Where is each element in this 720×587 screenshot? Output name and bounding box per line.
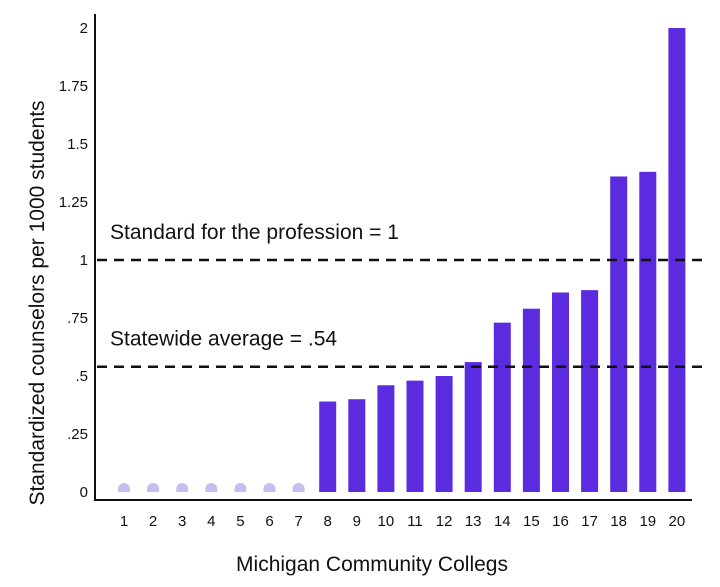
reference-lines: Standard for the profession = 1 Statewide…	[97, 221, 708, 368]
y-tick-label: 2	[80, 20, 88, 37]
bar-zero-marker	[176, 483, 189, 492]
y-axis-ticks: 0 .25 .5 .75 1 1.25 1.5 1.75 2	[59, 20, 88, 501]
bar-zero-marker	[292, 483, 305, 492]
bar-zero-marker	[147, 483, 160, 492]
y-tick-label: .5	[75, 368, 88, 385]
x-tick-label: 4	[207, 513, 215, 530]
reference-line-label: Statewide average = .54	[110, 328, 337, 351]
y-tick-label: 1.25	[59, 194, 88, 211]
x-tick-label: 11	[407, 513, 423, 530]
bar	[522, 308, 540, 492]
y-tick-label: 0	[80, 484, 88, 501]
x-tick-label: 15	[523, 513, 540, 530]
y-axis-title: Standardized counselors per 1000 student…	[26, 100, 49, 505]
bar-zero-marker	[205, 483, 218, 492]
x-tick-label: 9	[353, 513, 361, 530]
y-tick-label: .75	[67, 310, 88, 327]
bar	[610, 176, 628, 493]
x-tick-label: 2	[149, 513, 157, 530]
x-tick-label: 17	[581, 513, 598, 530]
bar	[377, 385, 395, 492]
bar	[464, 362, 482, 492]
bar	[319, 401, 337, 492]
x-axis-title: Michigan Community Collegs	[236, 553, 508, 576]
x-tick-label: 16	[552, 513, 569, 530]
x-axis-ticks: 1 2 3 4 5 6 7 8 9 10 11 12 13 14 15 16 17 18 19 20	[120, 513, 685, 530]
y-tick-label: 1.5	[67, 136, 88, 153]
x-tick-label: 1	[120, 513, 128, 530]
x-tick-label: 19	[639, 513, 656, 530]
bar	[581, 290, 599, 492]
x-tick-label: 6	[265, 513, 273, 530]
x-tick-label: 20	[669, 513, 686, 530]
bar	[552, 292, 569, 492]
bar	[493, 322, 511, 492]
bar	[348, 399, 366, 492]
bar-zero-marker	[263, 483, 276, 492]
x-tick-label: 10	[378, 513, 395, 530]
x-tick-label: 14	[494, 513, 511, 530]
x-tick-label: 3	[178, 513, 186, 530]
bar	[406, 380, 424, 492]
bar	[639, 171, 657, 492]
reference-line-label: Standard for the profession = 1	[110, 221, 399, 244]
x-tick-label: 7	[294, 513, 302, 530]
x-tick-label: 18	[610, 513, 627, 530]
bar-zero-marker	[234, 483, 247, 492]
y-tick-label: 1	[80, 252, 88, 269]
bar-zero-marker	[118, 483, 130, 492]
x-tick-label: 8	[324, 513, 332, 530]
bars	[118, 28, 686, 493]
x-tick-label: 13	[465, 513, 482, 530]
x-tick-label: 5	[236, 513, 244, 530]
y-tick-label: 1.75	[59, 78, 88, 95]
y-tick-label: .25	[67, 426, 88, 443]
bar	[435, 376, 453, 492]
x-tick-label: 12	[436, 513, 453, 530]
